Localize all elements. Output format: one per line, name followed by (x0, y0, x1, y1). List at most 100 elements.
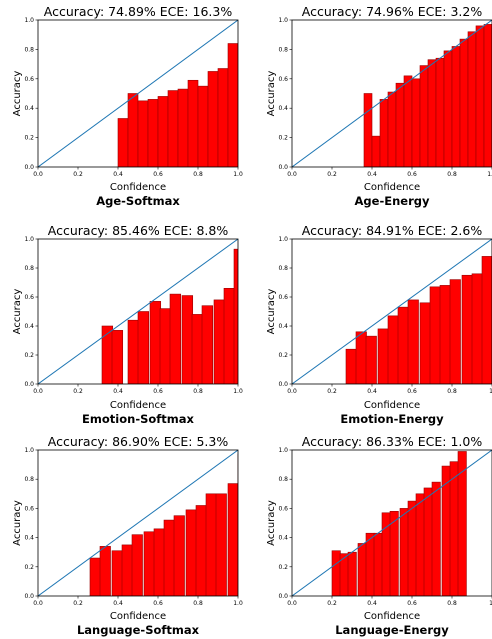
calibration-bar (387, 315, 399, 384)
y-tick-label: 0.2 (24, 352, 34, 359)
x-axis-label: Confidence (364, 182, 420, 193)
calibration-bar (159, 308, 172, 384)
y-axis-label: Accuracy (266, 289, 277, 335)
y-tick-label: 0.0 (24, 593, 34, 600)
y-tick-label: 0.8 (278, 476, 288, 483)
y-tick-label: 0.6 (278, 294, 288, 301)
x-tick-label: 0.8 (447, 388, 457, 395)
calibration-bar (187, 79, 199, 167)
panel-caption: Emotion-Energy (340, 412, 444, 426)
axes-frame (291, 449, 492, 597)
y-tick-label: 0.8 (278, 46, 288, 53)
x-tick-label: 0.0 (33, 388, 43, 395)
perfect-calibration-line (292, 20, 492, 167)
x-tick-label: 0.8 (193, 171, 203, 178)
x-tick-label: 0.2 (73, 600, 83, 607)
y-tick-label: 0.0 (278, 164, 288, 171)
x-tick-label: 0.2 (73, 171, 83, 178)
y-tick-label: 1.0 (24, 447, 34, 454)
y-tick-label: 0.6 (24, 505, 34, 512)
calibration-bar (459, 38, 469, 167)
y-axis-label: Accuracy (12, 71, 23, 117)
perfect-calibration-line (38, 20, 238, 167)
panel-caption: Language-Softmax (77, 623, 200, 637)
calibration-bar (347, 551, 357, 596)
calibration-bar (213, 299, 226, 384)
calibration-bar (197, 85, 209, 167)
calibration-bar (363, 93, 373, 167)
chart-panel-1: 0.0 0.2 0.4 0.6 0.8 1.0 0.0 0.2 0.4 0.6 0.8 1.0 Accu… (12, 4, 243, 208)
chart-title: Accuracy: 84.91% ECE: 2.6% (302, 223, 483, 238)
calibration-bar (481, 256, 492, 384)
perfect-calibration-line (292, 450, 492, 596)
calibration-bar (185, 509, 197, 596)
y-tick-label: 1.0 (278, 236, 288, 243)
y-tick-label: 0.6 (24, 294, 34, 301)
calibration-bar (397, 306, 409, 384)
perfect-calibration-line (292, 239, 492, 384)
axes-frame (37, 449, 239, 597)
chart-panel-3: 0.0 0.2 0.4 0.6 0.8 1.0 0.0 0.2 0.4 0.6 0.8 1.0 Accu… (12, 223, 243, 426)
y-tick-label: 0.0 (24, 381, 34, 388)
y-tick-label: 0.0 (24, 164, 34, 171)
y-tick-label: 0.0 (278, 593, 288, 600)
calibration-bar (443, 50, 453, 167)
calibration-bar (415, 493, 425, 596)
x-tick-label: 0.2 (327, 388, 337, 395)
x-tick-label: 0.8 (447, 171, 457, 178)
calibration-bar (153, 528, 165, 596)
calibration-bar (355, 331, 367, 384)
calibration-bar (403, 75, 413, 167)
calibration-bar (431, 481, 441, 596)
calibration-bar (471, 273, 483, 384)
calibration-bar (215, 493, 227, 596)
y-tick-label: 0.4 (24, 323, 34, 330)
y-tick-label: 0.8 (24, 46, 34, 53)
y-tick-label: 0.2 (24, 564, 34, 571)
chart-panel-2: 0.0 0.2 0.4 0.6 0.8 1.0 0.0 0.2 0.4 0.6 0.8 1.0 Accu… (266, 4, 492, 208)
calibration-bar (449, 279, 461, 384)
chart-title: Accuracy: 74.96% ECE: 3.2% (302, 4, 483, 19)
x-tick-label: 0.8 (193, 600, 203, 607)
calibration-bar (227, 43, 238, 167)
calibration-bar (117, 118, 129, 167)
calibration-bar (111, 330, 124, 384)
calibration-bar (407, 500, 417, 596)
x-tick-label: 0.6 (153, 388, 163, 395)
calibration-bar (331, 550, 341, 596)
calibration-bar (451, 46, 461, 167)
x-tick-label: 1.0 (487, 171, 492, 178)
x-tick-label: 0.0 (33, 171, 43, 178)
x-tick-label: 1.0 (233, 600, 243, 607)
x-axis-label: Confidence (364, 611, 420, 622)
calibration-bar (365, 532, 375, 596)
calibration-bar (127, 93, 139, 167)
calibration-bar (457, 451, 467, 596)
calibration-bar (389, 511, 399, 596)
y-axis-label: Accuracy (266, 71, 277, 117)
calibration-bar (237, 454, 238, 596)
calibration-bar (435, 57, 445, 167)
panel-caption: Age-Energy (355, 194, 430, 208)
calibration-bar (205, 493, 217, 596)
calibration-bar (345, 348, 357, 384)
axes-frame (37, 19, 239, 168)
x-tick-label: 0.4 (367, 600, 377, 607)
calibration-bar (127, 319, 140, 384)
y-tick-label: 0.4 (278, 323, 288, 330)
calibration-bar (177, 88, 189, 167)
panel-caption: Language-Energy (335, 623, 449, 637)
y-tick-label: 0.2 (24, 135, 34, 142)
calibration-bar (483, 24, 492, 167)
y-tick-label: 0.6 (24, 76, 34, 83)
y-tick-label: 1.0 (278, 17, 288, 24)
calibration-bar (227, 483, 238, 596)
y-tick-label: 1.0 (24, 236, 34, 243)
axes-frame (291, 238, 492, 385)
calibration-bar (111, 550, 123, 596)
y-tick-label: 0.4 (278, 535, 288, 542)
calibration-bar (419, 302, 431, 384)
x-tick-label: 0.0 (287, 388, 297, 395)
x-tick-label: 0.6 (407, 171, 417, 178)
perfect-calibration-line (38, 239, 238, 384)
